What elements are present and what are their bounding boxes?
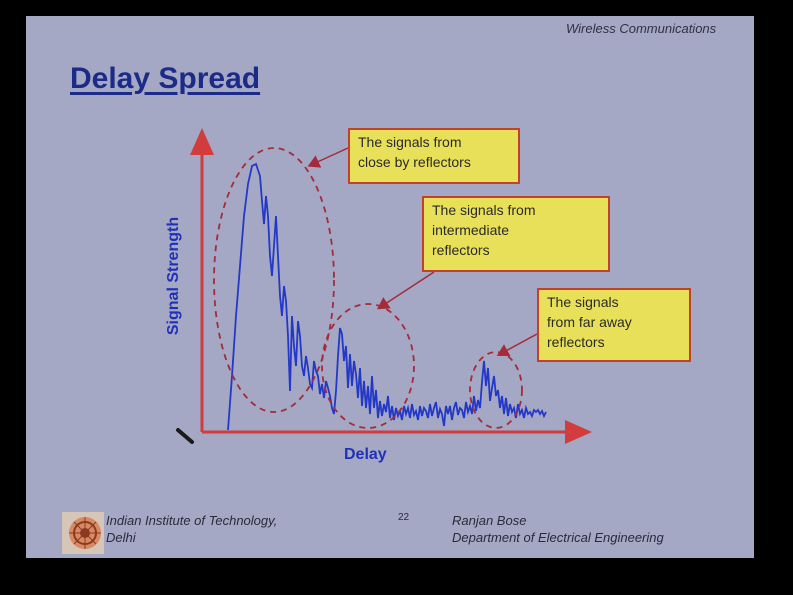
laser-pointer-icon	[176, 428, 194, 444]
callout-line: The signals	[547, 294, 619, 310]
footer-institute: Indian Institute of Technology, Delhi	[106, 512, 277, 546]
close-reflectors-ellipse	[213, 147, 335, 413]
page-number: 22	[398, 512, 410, 523]
pointer-line-intermediate	[376, 271, 435, 310]
callout-line: from far away	[547, 314, 632, 330]
pointer-line-far	[496, 333, 538, 357]
callout-line: reflectors	[432, 242, 490, 258]
intermediate-reflectors-ellipse	[321, 303, 415, 429]
y-axis-label: Signal Strength	[165, 216, 182, 336]
callout-line: The signals from	[358, 134, 462, 150]
footer-department: Department of Electrical Engineering	[452, 530, 664, 545]
signal-trace	[227, 162, 547, 431]
footer-author-name: Ranjan Bose	[452, 513, 527, 528]
callout-line: The signals from	[432, 202, 536, 218]
callout-line: reflectors	[547, 334, 605, 350]
pointer-line-close	[307, 147, 349, 168]
callout-intermediate-reflectors: The signals from intermediate reflectors	[422, 196, 610, 272]
slide: Wireless Communications Delay Spread Sig…	[26, 16, 754, 558]
callout-far-reflectors: The signals from far away reflectors	[537, 288, 691, 362]
x-axis-label: Delay	[344, 446, 387, 463]
chart	[176, 128, 592, 444]
callout-line: intermediate	[432, 222, 510, 238]
footer-author: Ranjan Bose Department of Electrical Eng…	[452, 512, 664, 546]
callout-close-reflectors: The signals from close by reflectors	[348, 128, 520, 184]
page-title: Delay Spread	[70, 62, 261, 95]
far-reflectors-ellipse	[469, 351, 523, 429]
slide-header: Wireless Communications	[566, 21, 717, 36]
institute-logo-icon	[62, 512, 104, 554]
footer-institute-line: Delhi	[106, 530, 136, 545]
callout-line: close by reflectors	[358, 154, 471, 170]
footer-institute-line: Indian Institute of Technology,	[106, 513, 278, 528]
